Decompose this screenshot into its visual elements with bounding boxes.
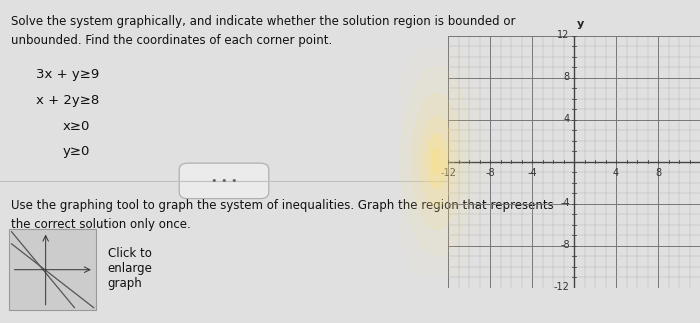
Text: -8: -8 <box>560 241 570 251</box>
Text: y≥0: y≥0 <box>63 145 90 158</box>
Text: -4: -4 <box>560 199 570 209</box>
Circle shape <box>432 148 442 175</box>
Text: x≥0: x≥0 <box>63 120 90 132</box>
Text: 8: 8 <box>564 72 570 82</box>
Text: 12: 12 <box>557 30 570 40</box>
Text: x + 2y≥8: x + 2y≥8 <box>36 94 99 107</box>
Circle shape <box>427 134 447 189</box>
Text: Use the graphing tool to graph the system of inequalities. Graph the region that: Use the graphing tool to graph the syste… <box>11 199 554 212</box>
Text: 3x + y≥9: 3x + y≥9 <box>36 68 99 81</box>
Circle shape <box>420 116 454 207</box>
Text: -4: -4 <box>527 168 537 178</box>
FancyBboxPatch shape <box>179 163 269 199</box>
Text: 4: 4 <box>564 114 570 124</box>
Circle shape <box>412 94 462 229</box>
Text: Click to
enlarge
graph: Click to enlarge graph <box>108 247 153 290</box>
Text: 4: 4 <box>613 168 619 178</box>
Text: -12: -12 <box>554 283 570 293</box>
Text: 8: 8 <box>655 168 661 178</box>
Text: y: y <box>577 19 584 29</box>
FancyBboxPatch shape <box>9 229 97 310</box>
Text: unbounded. Find the coordinates of each corner point.: unbounded. Find the coordinates of each … <box>11 34 332 47</box>
Text: the correct solution only once.: the correct solution only once. <box>11 218 191 231</box>
Text: -8: -8 <box>485 168 495 178</box>
Text: Solve the system graphically, and indicate whether the solution region is bounde: Solve the system graphically, and indica… <box>11 15 516 27</box>
Text: • • •: • • • <box>211 176 237 186</box>
Circle shape <box>402 67 472 256</box>
Text: -12: -12 <box>440 168 456 178</box>
